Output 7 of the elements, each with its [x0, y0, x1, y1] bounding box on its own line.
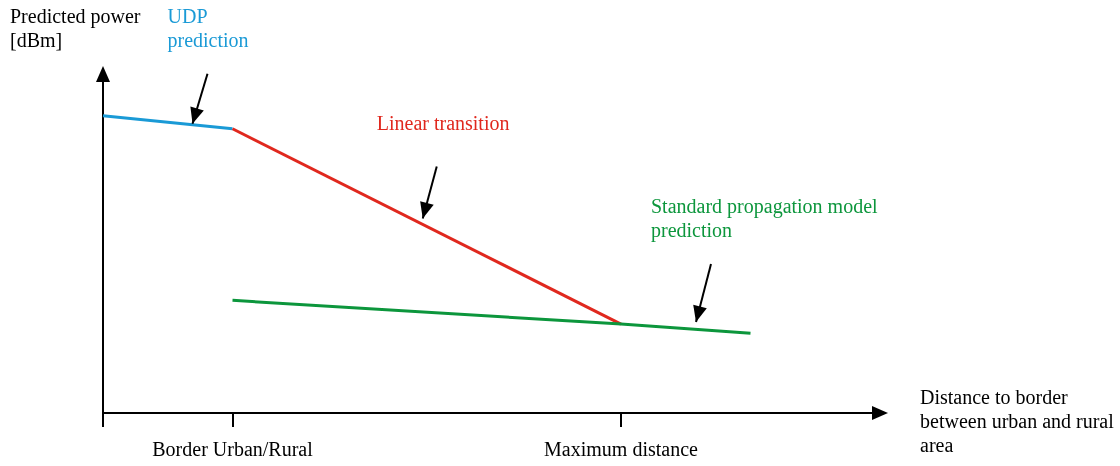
x-tick-label: Border Urban/Rural — [152, 438, 314, 460]
text: Linear transition — [376, 111, 511, 136]
text: UDP prediction — [167, 4, 250, 52]
y-axis-title: Predicted power [dBm] — [10, 4, 142, 52]
text: Standard propagation model prediction — [651, 194, 879, 243]
x-axis-title: Distance to border between urban and rural area — [920, 385, 1115, 457]
x-tick-label: Maximum distance — [544, 438, 699, 460]
